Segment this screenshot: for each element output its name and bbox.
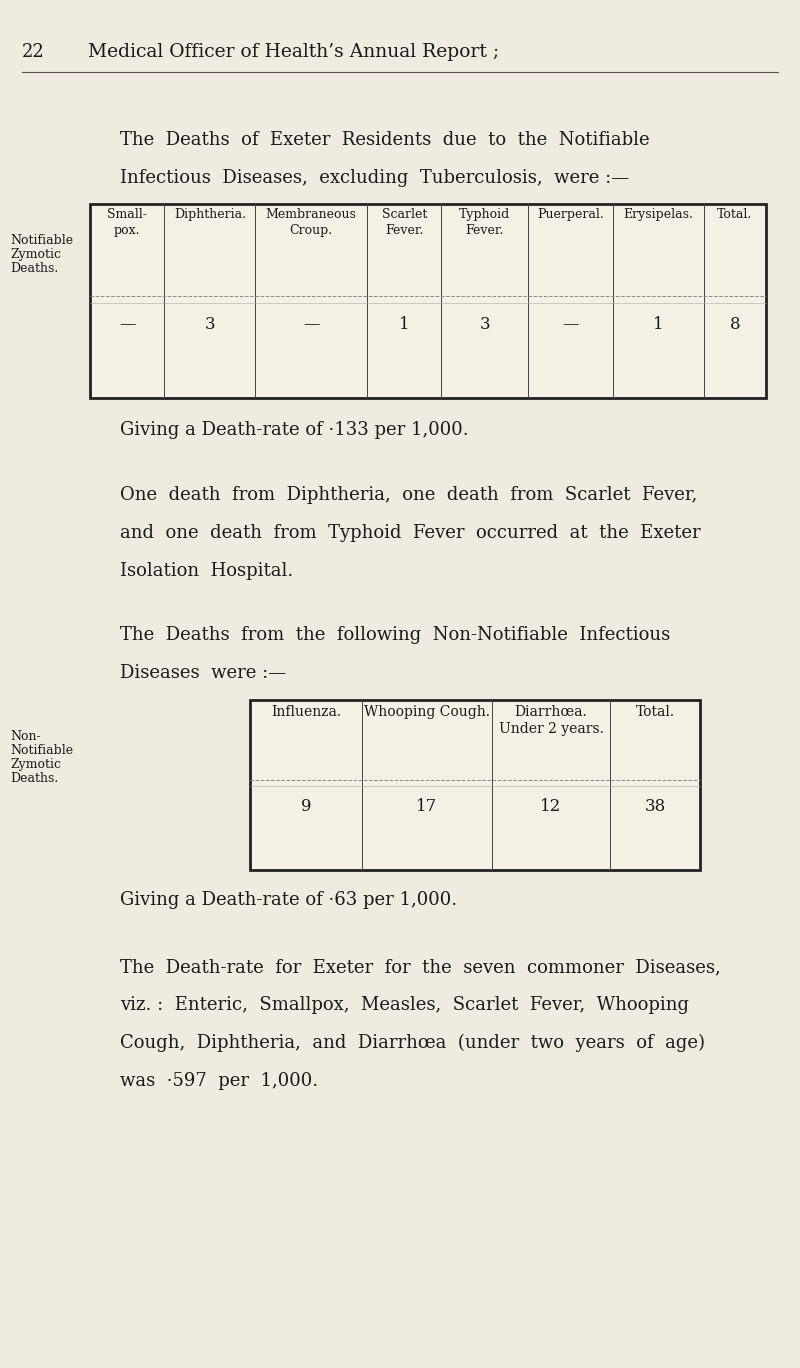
Text: Non-: Non- <box>10 731 41 743</box>
Text: Notifiable: Notifiable <box>10 744 73 757</box>
Text: Small-
pox.: Small- pox. <box>107 208 147 237</box>
Text: —: — <box>562 316 579 332</box>
Text: Giving a Death-rate of ·63 per 1,000.: Giving a Death-rate of ·63 per 1,000. <box>120 891 457 908</box>
Text: Diarrhœa.
Under 2 years.: Diarrhœa. Under 2 years. <box>498 705 603 736</box>
Text: Whooping Cough.: Whooping Cough. <box>364 705 490 720</box>
Text: 38: 38 <box>644 798 666 815</box>
Bar <box>90 204 766 398</box>
Text: 1: 1 <box>653 316 664 332</box>
Text: 3: 3 <box>479 316 490 332</box>
Text: Typhoid
Fever.: Typhoid Fever. <box>459 208 510 237</box>
Text: Infectious  Diseases,  excluding  Tuberculosis,  were :—: Infectious Diseases, excluding Tuberculo… <box>120 170 629 187</box>
Text: 8: 8 <box>730 316 740 332</box>
Text: 22: 22 <box>22 42 45 62</box>
Text: One  death  from  Diphtheria,  one  death  from  Scarlet  Fever,: One death from Diphtheria, one death fro… <box>120 486 698 503</box>
Text: 12: 12 <box>540 798 562 815</box>
Text: The  Deaths  of  Exeter  Residents  due  to  the  Notifiable: The Deaths of Exeter Residents due to th… <box>120 131 650 149</box>
Text: was  ·597  per  1,000.: was ·597 per 1,000. <box>120 1073 318 1090</box>
Text: 1: 1 <box>399 316 410 332</box>
Text: Deaths.: Deaths. <box>10 263 58 275</box>
Text: Cough,  Diphtheria,  and  Diarrhœa  (under  two  years  of  age): Cough, Diphtheria, and Diarrhœa (under t… <box>120 1034 705 1052</box>
Text: The  Death-rate  for  Exeter  for  the  seven  commoner  Diseases,: The Death-rate for Exeter for the seven … <box>120 958 721 975</box>
Text: —: — <box>303 316 319 332</box>
Text: Diphtheria.: Diphtheria. <box>174 208 246 222</box>
Text: Membraneous
Croup.: Membraneous Croup. <box>266 208 357 237</box>
Text: Erysipelas.: Erysipelas. <box>623 208 694 222</box>
Text: Deaths.: Deaths. <box>10 772 58 785</box>
Text: Scarlet
Fever.: Scarlet Fever. <box>382 208 427 237</box>
Text: Zymotic: Zymotic <box>10 758 61 772</box>
Text: 3: 3 <box>205 316 215 332</box>
Text: —: — <box>119 316 135 332</box>
Text: Zymotic: Zymotic <box>10 248 61 261</box>
Text: viz. :  Enteric,  Smallpox,  Measles,  Scarlet  Fever,  Whooping: viz. : Enteric, Smallpox, Measles, Scarl… <box>120 996 689 1014</box>
Text: Diseases  were :—: Diseases were :— <box>120 663 286 683</box>
Bar <box>250 700 700 870</box>
Text: Notifiable: Notifiable <box>10 234 73 248</box>
Text: Medical Officer of Health’s Annual Report ;: Medical Officer of Health’s Annual Repor… <box>88 42 499 62</box>
Text: Puerperal.: Puerperal. <box>538 208 604 222</box>
Text: Influenza.: Influenza. <box>271 705 341 720</box>
Text: and  one  death  from  Typhoid  Fever  occurred  at  the  Exeter: and one death from Typhoid Fever occurre… <box>120 524 701 542</box>
Text: Total.: Total. <box>635 705 674 720</box>
Text: 9: 9 <box>301 798 311 815</box>
Text: The  Deaths  from  the  following  Non-Notifiable  Infectious: The Deaths from the following Non-Notifi… <box>120 627 670 644</box>
Text: Giving a Death-rate of ·133 per 1,000.: Giving a Death-rate of ·133 per 1,000. <box>120 421 469 439</box>
Text: Total.: Total. <box>718 208 753 222</box>
Text: 17: 17 <box>416 798 438 815</box>
Text: Isolation  Hospital.: Isolation Hospital. <box>120 562 294 580</box>
